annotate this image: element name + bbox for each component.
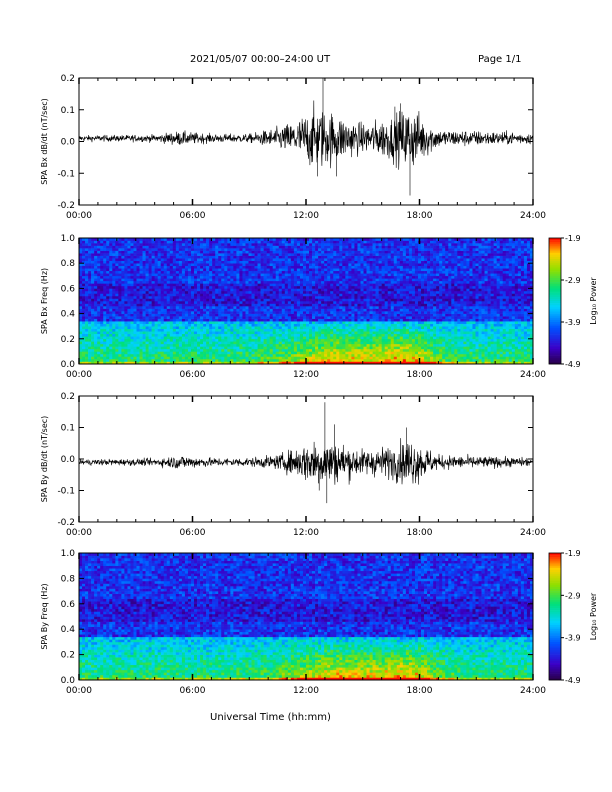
y-tick-label: 0.2 [61, 392, 75, 402]
x-tick-label: 12:00 [293, 211, 319, 221]
y-tick-label: 0.8 [61, 259, 76, 269]
panel-2: 00:00 06:00 12:00 18:00 24:00 0.0 0.2 0.4 0.6 0.8… [40, 234, 546, 380]
x-tick-label: 00:00 [66, 370, 92, 380]
spectrogram [79, 553, 534, 681]
panel-4: 00:00 06:00 12:00 18:00 24:00 0.0 0.2 0.4 0.6 0.8… [40, 549, 546, 696]
y-tick-label: 0.2 [61, 651, 75, 661]
y-axis-label: SPA Bx dB/dt (nT/sec) [40, 98, 49, 185]
x-tick-label: 18:00 [407, 370, 433, 380]
y-tick-label: 0.1 [61, 106, 75, 116]
y-tick-label: -0.1 [57, 487, 75, 497]
y-tick-label: -0.2 [57, 518, 75, 528]
x-tick-label: 24:00 [520, 211, 546, 221]
colorbar-label: Log₁₀ Power [589, 592, 598, 640]
y-tick-label: 0.0 [61, 455, 76, 465]
x-tick-label: 06:00 [180, 686, 206, 696]
y-tick-label: -0.1 [57, 169, 75, 179]
panel-1: 00:00 06:00 12:00 18:00 24:00 -0.2 -0.1 0.0 0.1 0… [40, 74, 546, 221]
x-tick-label: 06:00 [180, 370, 206, 380]
colorbar: -1.9 -2.9 -3.9 -4.9 Log₁₀ Power [548, 549, 598, 685]
x-tick-label: 12:00 [293, 370, 319, 380]
x-tick-label: 24:00 [520, 686, 546, 696]
x-tick-label: 12:00 [293, 686, 319, 696]
y-tick-label: 0.1 [61, 424, 75, 434]
x-tick-label: 24:00 [520, 528, 546, 538]
y-tick-label: 1.0 [61, 234, 76, 244]
colorbar-tick-label: -1.9 [565, 549, 581, 558]
colorbar-tick-label: -3.9 [565, 318, 581, 327]
x-tick-label: 12:00 [293, 528, 319, 538]
y-axis-label: SPA By Freq (Hz) [40, 583, 49, 649]
y-axis-label: SPA By dB/dt (nT/sec) [40, 416, 49, 503]
signal-trace [79, 402, 533, 504]
y-axis-label: SPA Bx Freq (Hz) [40, 268, 49, 334]
y-tick-label: 0.0 [61, 676, 76, 686]
y-tick-label: -0.2 [57, 201, 75, 211]
page-number: Page 1/1 [478, 54, 522, 65]
x-tick-label: 24:00 [520, 370, 546, 380]
colorbar-tick-label: -2.9 [565, 276, 581, 285]
panel-3: 00:00 06:00 12:00 18:00 24:00 -0.2 -0.1 0.0 0.1 0… [40, 392, 546, 538]
colorbar-tick-label: -1.9 [565, 234, 581, 243]
signal-trace [79, 78, 533, 196]
colorbar-label: Log₁₀ Power [589, 277, 598, 325]
y-tick-label: 0.6 [61, 600, 76, 610]
y-tick-label: 0.8 [61, 574, 76, 584]
page-title: 2021/05/07 00:00–24:00 UT [190, 54, 331, 65]
y-tick-label: 0.6 [61, 284, 76, 294]
colorbar-tick-label: -2.9 [565, 591, 581, 600]
x-tick-label: 00:00 [66, 528, 92, 538]
y-tick-label: 0.2 [61, 335, 75, 345]
colorbar-tick-label: -4.9 [565, 676, 581, 685]
x-tick-label: 18:00 [407, 528, 433, 538]
x-tick-label: 06:00 [180, 211, 206, 221]
y-tick-label: 1.0 [61, 549, 76, 559]
y-tick-label: 0.2 [61, 74, 75, 84]
x-tick-label: 00:00 [66, 211, 92, 221]
y-tick-label: 0.4 [61, 310, 76, 320]
x-tick-label: 00:00 [66, 686, 92, 696]
spectrogram [79, 238, 534, 365]
x-tick-label: 18:00 [407, 211, 433, 221]
x-axis-title: Universal Time (hh:mm) [210, 712, 331, 723]
colorbar-tick-label: -3.9 [565, 634, 581, 643]
y-tick-label: 0.0 [61, 360, 76, 370]
colorbar: -1.9 -2.9 -3.9 -4.9 Log₁₀ Power [548, 234, 598, 369]
y-tick-label: 0.4 [61, 625, 76, 635]
y-tick-label: 0.0 [61, 138, 76, 148]
x-tick-label: 06:00 [180, 528, 206, 538]
colorbar-tick-label: -4.9 [565, 360, 581, 369]
x-tick-label: 18:00 [407, 686, 433, 696]
